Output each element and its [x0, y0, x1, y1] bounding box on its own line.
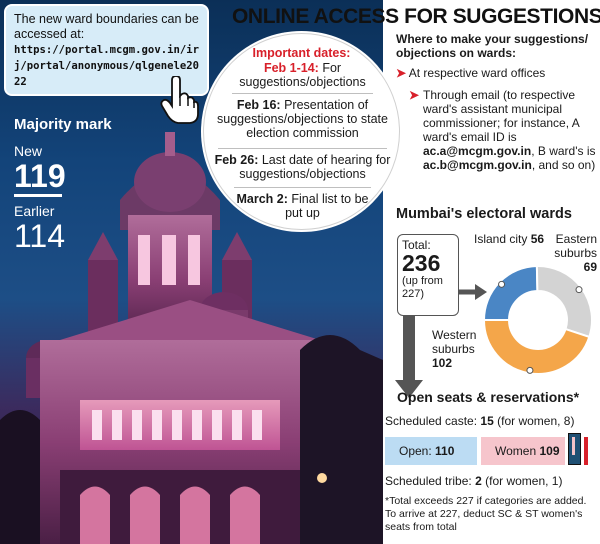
sc-line: Scheduled caste: 15 (for women, 8): [385, 414, 574, 428]
segment-name: Western suburbs: [432, 328, 477, 356]
url-intro-text: The new ward boundaries can be accessed …: [14, 12, 199, 41]
st-line: Scheduled tribe: 2 (for women, 1): [385, 474, 562, 488]
donut-marker: [498, 280, 506, 288]
where-email-text: Through email (to respective ward's assi…: [423, 88, 580, 144]
date-label: Feb 16:: [236, 98, 281, 112]
arrow-right-icon: ➤: [409, 88, 420, 102]
open-seats-bar: Open: 110: [385, 437, 477, 465]
segment-label-eastern: Eastern suburbs 69: [545, 232, 597, 274]
where-item-email: ➤ Through email (to respective ward's as…: [409, 88, 597, 172]
women-label: Women: [495, 444, 537, 458]
date-label: March 2:: [236, 192, 288, 206]
donut-marker: [575, 286, 583, 294]
arrow-right-icon: ➤: [396, 66, 407, 80]
segment-value: 56: [530, 232, 545, 246]
divider: [232, 93, 373, 94]
divider: [218, 148, 387, 149]
total-wards-box: Total: 236 (up from 227): [397, 234, 459, 316]
donut-slice-island-city: [482, 264, 539, 321]
date-item: Feb 26: Last date of hearing for suggest…: [214, 153, 391, 181]
email-b-link[interactable]: ac.b@mcgm.gov.in: [423, 158, 532, 172]
page-title: ONLINE ACCESS FOR SUGGESTIONS: [232, 5, 600, 28]
sc-label: Scheduled caste:: [385, 414, 478, 428]
where-email-text: , and so on): [531, 158, 596, 172]
footnote: *Total exceeds 227 if categories are add…: [385, 495, 587, 533]
majority-mark-panel: Majority mark New 119 Earlier 114: [14, 116, 112, 253]
date-item: March 2: Final list to be put up: [234, 192, 371, 220]
bmc-building-illustration: [0, 132, 383, 544]
donut-marker: [526, 366, 534, 374]
divider: [234, 187, 371, 188]
date-text: Presentation of suggestions/objections t…: [217, 98, 388, 140]
majority-earlier-value: 114: [14, 218, 66, 254]
segment-value: 102: [432, 356, 453, 370]
date-item: Feb 1-14: For suggestions/objections: [214, 61, 391, 89]
wards-donut-chart: [482, 264, 593, 375]
date-item: Feb 16: Presentation of suggestions/obje…: [214, 98, 391, 140]
majority-new-value: 119: [14, 158, 66, 194]
st-women: (for women, 1): [485, 474, 563, 488]
where-item-office: ➤ At respective ward offices: [396, 66, 545, 80]
hand-pointer-icon: [160, 76, 199, 124]
date-text: For suggestions/objections: [239, 61, 366, 89]
st-label: Scheduled tribe:: [385, 474, 472, 488]
date-text: Last date of hearing for suggestions/obj…: [239, 153, 391, 181]
where-item-text: At respective ward offices: [408, 66, 546, 80]
total-value: 236: [402, 250, 441, 276]
connector-arrows: [395, 284, 487, 398]
donut-slice-eastern-suburbs: [535, 265, 593, 339]
where-email-text: , B ward's is: [531, 144, 596, 158]
date-label: Feb 26:: [214, 153, 259, 167]
total-note: (up from 227): [402, 275, 443, 300]
segment-label-island: Island city 56: [474, 232, 544, 246]
date-text: Final list to be put up: [285, 192, 369, 220]
date-label: Feb 1-14:: [263, 61, 319, 75]
sc-value: 15: [480, 414, 494, 428]
segment-value: 69: [583, 260, 597, 274]
where-heading: Where to make your suggestions/ objectio…: [396, 32, 589, 60]
underline-divider: [14, 194, 62, 197]
st-value: 2: [475, 474, 482, 488]
open-value: 110: [435, 444, 455, 458]
sc-women: (for women, 8): [497, 414, 575, 428]
total-label: Total:: [402, 238, 431, 252]
wards-title: Mumbai's electoral wards: [396, 206, 572, 222]
majority-title: Majority mark: [14, 116, 112, 133]
majority-earlier-label: Earlier: [14, 203, 55, 219]
open-label: Open:: [399, 444, 432, 458]
segment-name: Island city: [474, 232, 528, 246]
women-value: 109: [539, 444, 560, 458]
sc-women-bar: [572, 437, 575, 455]
email-a-link[interactable]: ac.a@mcgm.gov.in: [423, 144, 532, 158]
important-dates-circle: Important dates: Feb 1-14: For suggestio…: [203, 33, 400, 230]
segment-label-western: Western suburbs 102: [432, 328, 492, 370]
women-seats-bar: Women 109: [481, 437, 565, 465]
majority-new-label: New: [14, 143, 43, 159]
seats-title: Open seats & reservations*: [397, 389, 580, 405]
ward-boundaries-link[interactable]: https://portal.mcgm.gov.in/irj/portal/an…: [14, 44, 199, 88]
st-seats-bar: [584, 437, 588, 465]
dates-heading: Important dates:: [252, 46, 351, 60]
segment-name: Eastern suburbs: [554, 232, 597, 260]
donut-slice-western-suburbs: [482, 319, 591, 375]
